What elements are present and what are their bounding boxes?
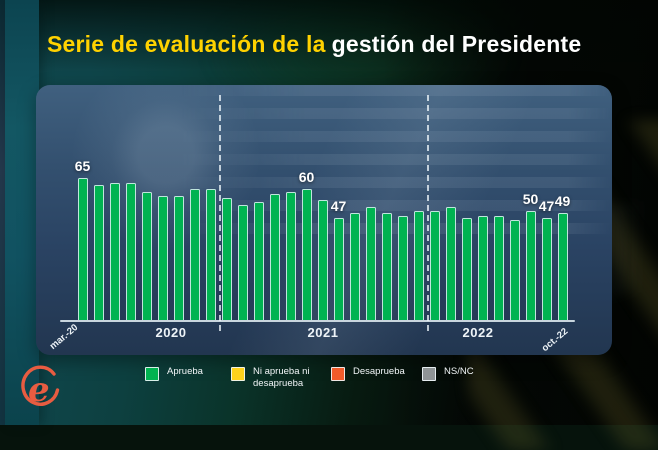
bar-value-label: 47	[330, 197, 347, 214]
bar-chart: 2020 2021 2022 65 60 47 50 47 49 mar.-20 oct.-22	[36, 85, 612, 355]
uruguay-flag-stripes	[176, 85, 612, 235]
bar	[381, 213, 392, 321]
bar	[445, 206, 456, 321]
legend-swatch-icon	[422, 367, 436, 381]
svg-text:e: e	[28, 370, 50, 410]
bar	[157, 195, 168, 321]
chart-legend: Aprueba Ni aprueba ni desaprueba Desaprueb…	[145, 366, 492, 389]
bar	[429, 211, 440, 321]
axis-last-label: oct.-22	[539, 325, 571, 355]
legend-item: NS/NC	[422, 366, 492, 381]
bar	[285, 191, 296, 321]
bar	[253, 202, 264, 321]
legend-label: Desaprueba	[353, 366, 405, 377]
axis-year-label: 2021	[307, 325, 339, 340]
legend-label: Ni aprueba ni desaprueba	[253, 366, 310, 389]
equipos-logo: e	[16, 363, 64, 415]
legend-swatch-icon	[145, 367, 159, 381]
bar	[525, 211, 536, 321]
legend-label: Aprueba	[167, 366, 203, 377]
bar	[461, 217, 472, 321]
bar	[365, 206, 376, 321]
bar	[557, 213, 568, 321]
bar	[397, 215, 408, 321]
bar	[349, 213, 360, 321]
bar	[141, 191, 152, 321]
bar	[77, 178, 88, 321]
bar	[125, 182, 136, 321]
year-separator-line	[218, 95, 221, 331]
axis-year-label: 2022	[462, 325, 494, 340]
bar	[173, 195, 184, 321]
bar-value-label: 60	[298, 169, 315, 186]
bar	[333, 217, 344, 321]
bar	[509, 220, 520, 321]
bar	[205, 189, 216, 321]
bar	[93, 184, 104, 321]
chart-panel: 2020 2021 2022 65 60 47 50 47 49 mar.-20 oct.-22	[36, 85, 612, 355]
year-separator-line	[426, 95, 429, 331]
axis-first-label: mar.-20	[47, 322, 81, 352]
bar	[301, 189, 312, 321]
bar	[413, 211, 424, 321]
bar	[493, 215, 504, 321]
equipos-logo-icon: e	[21, 365, 60, 410]
bar	[477, 215, 488, 321]
title-highlight: Serie de evaluación de la	[47, 31, 326, 57]
bar-value-label: 47	[538, 197, 555, 214]
bar	[221, 198, 232, 321]
legend-swatch-icon	[331, 367, 345, 381]
bar	[269, 193, 280, 321]
title-rest: gestión del Presidente	[331, 31, 582, 57]
bar	[237, 204, 248, 321]
x-axis-line	[60, 320, 575, 322]
legend-label: NS/NC	[444, 366, 474, 377]
bar	[189, 189, 200, 321]
legend-swatch-icon	[231, 367, 245, 381]
page-title: Serie de evaluación de la gestión del Pre…	[47, 31, 627, 58]
legend-item: Ni aprueba ni desaprueba	[231, 366, 331, 389]
bar	[109, 182, 120, 321]
bar-value-label: 65	[74, 158, 91, 175]
legend-item: Aprueba	[145, 366, 231, 381]
bar-value-label: 50	[522, 191, 539, 208]
bar	[317, 200, 328, 321]
bar	[541, 217, 552, 321]
bar-value-label: 49	[554, 193, 571, 210]
legend-item: Desaprueba	[331, 366, 422, 381]
axis-year-label: 2020	[155, 325, 187, 340]
